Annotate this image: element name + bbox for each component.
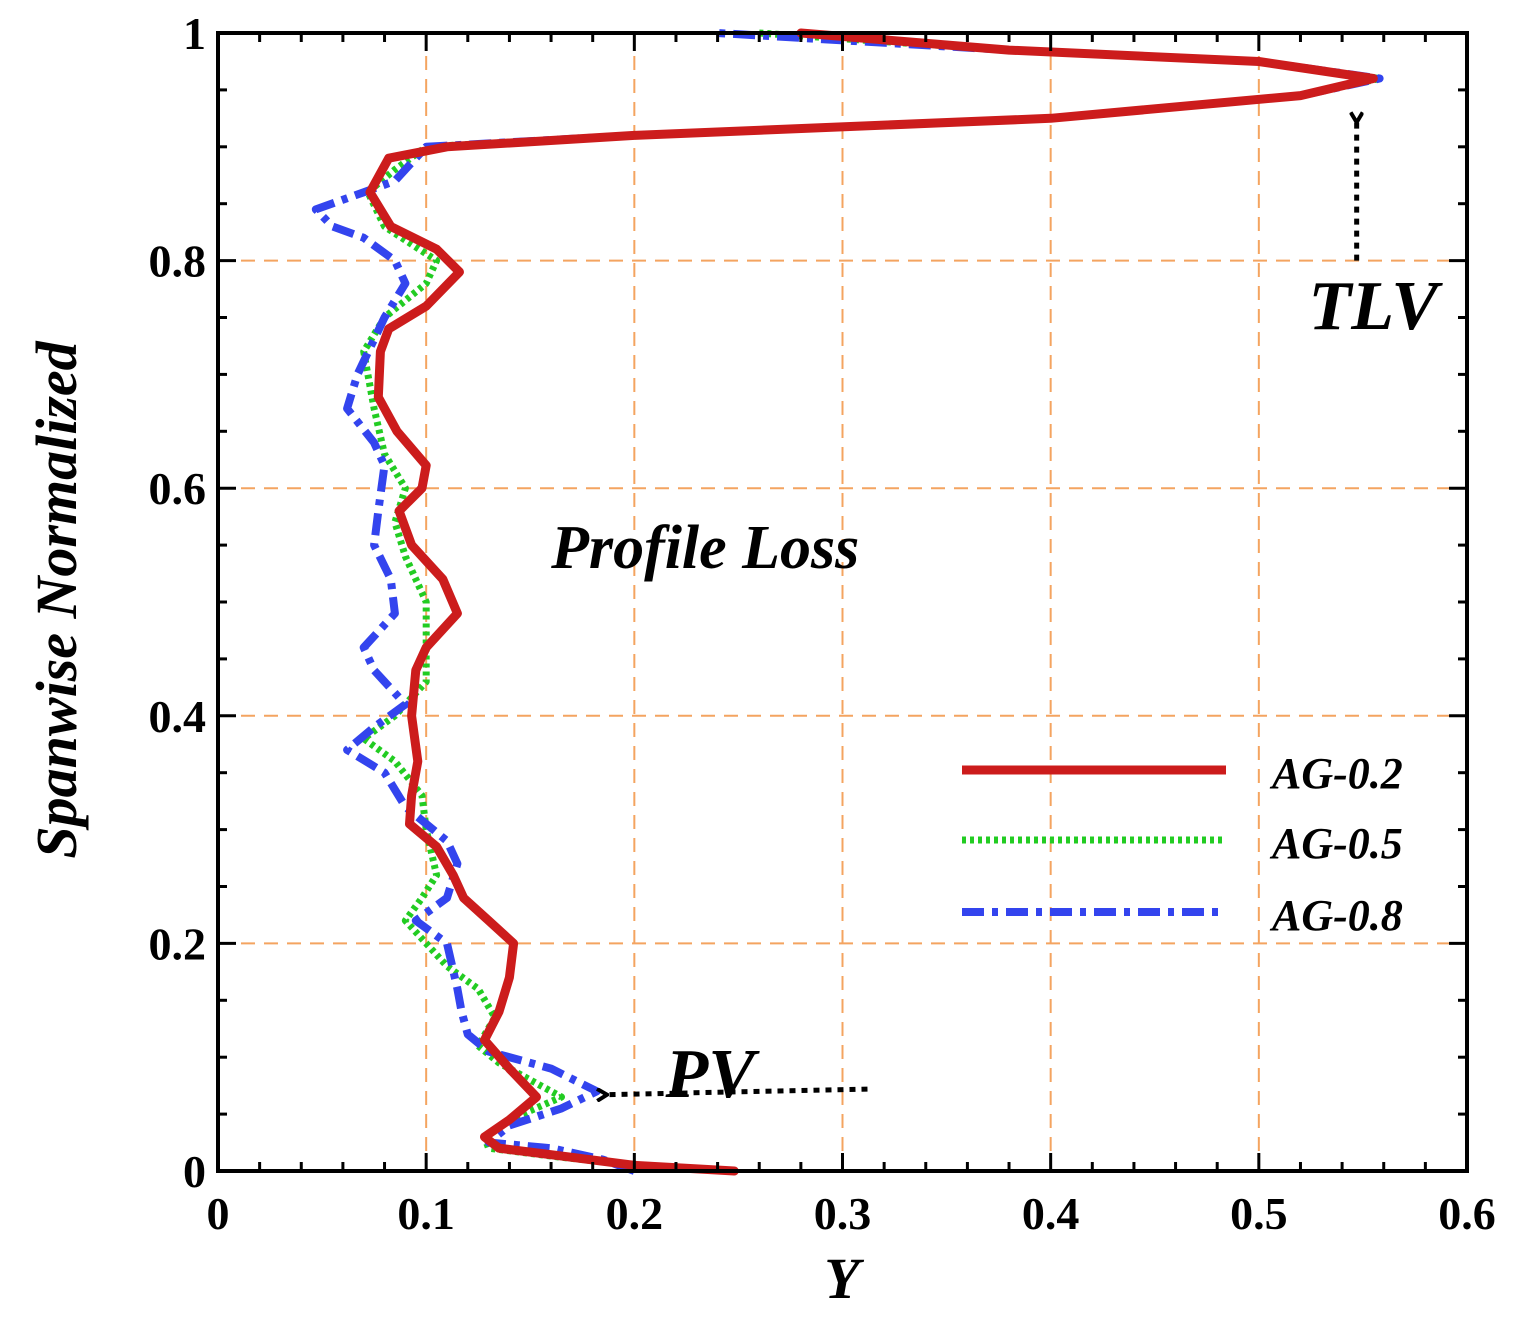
legend-label-ag-0-8: AG-0.8 [1269,891,1403,940]
y-tick-label-2: 0.4 [149,691,207,742]
x-tick-label-3: 0.3 [814,1188,872,1239]
x-tick-label-1: 0.1 [397,1188,455,1239]
x-axis-title: Y [824,1246,864,1311]
x-tick-label-5: 0.5 [1230,1188,1288,1239]
legend-label-ag-0-2: AG-0.2 [1269,749,1403,798]
series-line-ag-0-5 [360,29,1384,1175]
y-tick-label-0: 0 [183,1146,206,1197]
axis-ticks: 0 0.1 0.2 0.3 0.4 0.5 0.6 0 0.2 0.4 0.6 0.8 1 [149,8,1496,1239]
annotation-arrows [603,118,1357,1094]
series-group [311,28,1384,1176]
annotation-pv: PV [665,1036,761,1113]
legend-label-ag-0-5: AG-0.5 [1269,819,1403,868]
y-axis-title: Spanwise Normalized [24,340,89,858]
series-line-ag-0-2 [365,28,1378,1176]
y-tick-label-4: 0.8 [149,236,207,287]
series-line-ag-0-8 [311,29,1384,1175]
pv-arrow [603,1086,868,1095]
annotation-tlv: TLV [1309,268,1444,345]
y-tick-label-5: 1 [183,8,206,59]
x-tick-label-0: 0 [207,1188,230,1239]
grid [218,32,1467,1171]
y-tick-label-3: 0.6 [149,463,207,514]
x-tick-label-2: 0.2 [606,1188,664,1239]
x-tick-label-6: 0.6 [1438,1188,1496,1239]
annotation-profile-loss: Profile Loss [550,514,859,582]
x-tick-label-4: 0.4 [1022,1188,1080,1239]
legend: AG-0.2 AG-0.5 AG-0.8 [962,749,1403,940]
y-tick-label-1: 0.2 [149,918,207,969]
